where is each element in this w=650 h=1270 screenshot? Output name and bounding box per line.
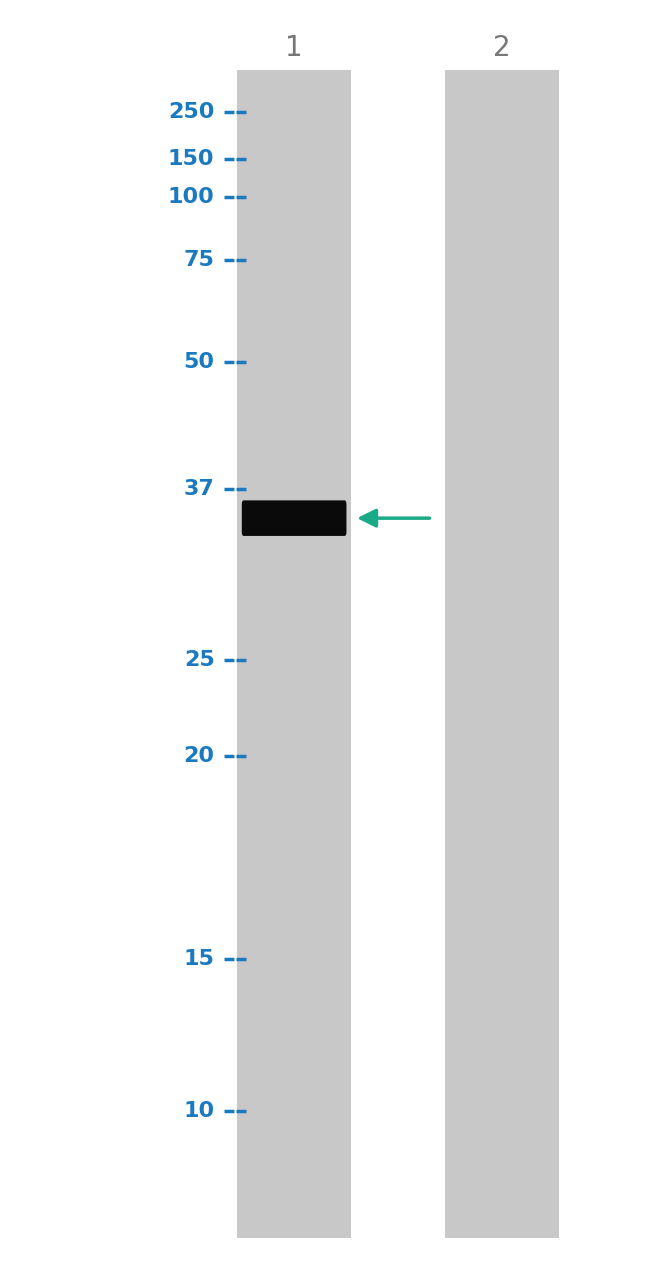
Text: 2: 2 [493, 34, 511, 62]
Text: 10: 10 [183, 1101, 214, 1121]
Text: 25: 25 [184, 650, 214, 671]
Text: 37: 37 [183, 479, 214, 499]
Bar [445, 70, 559, 1238]
Text: 100: 100 [168, 187, 215, 207]
FancyBboxPatch shape [242, 500, 346, 536]
Text: 1: 1 [285, 34, 303, 62]
Text: 75: 75 [183, 250, 214, 271]
Text: 50: 50 [183, 352, 214, 372]
Text: 250: 250 [168, 102, 214, 122]
Text: 150: 150 [168, 149, 215, 169]
Text: 20: 20 [183, 745, 214, 766]
Text: 15: 15 [183, 949, 214, 969]
Bar [237, 70, 351, 1238]
